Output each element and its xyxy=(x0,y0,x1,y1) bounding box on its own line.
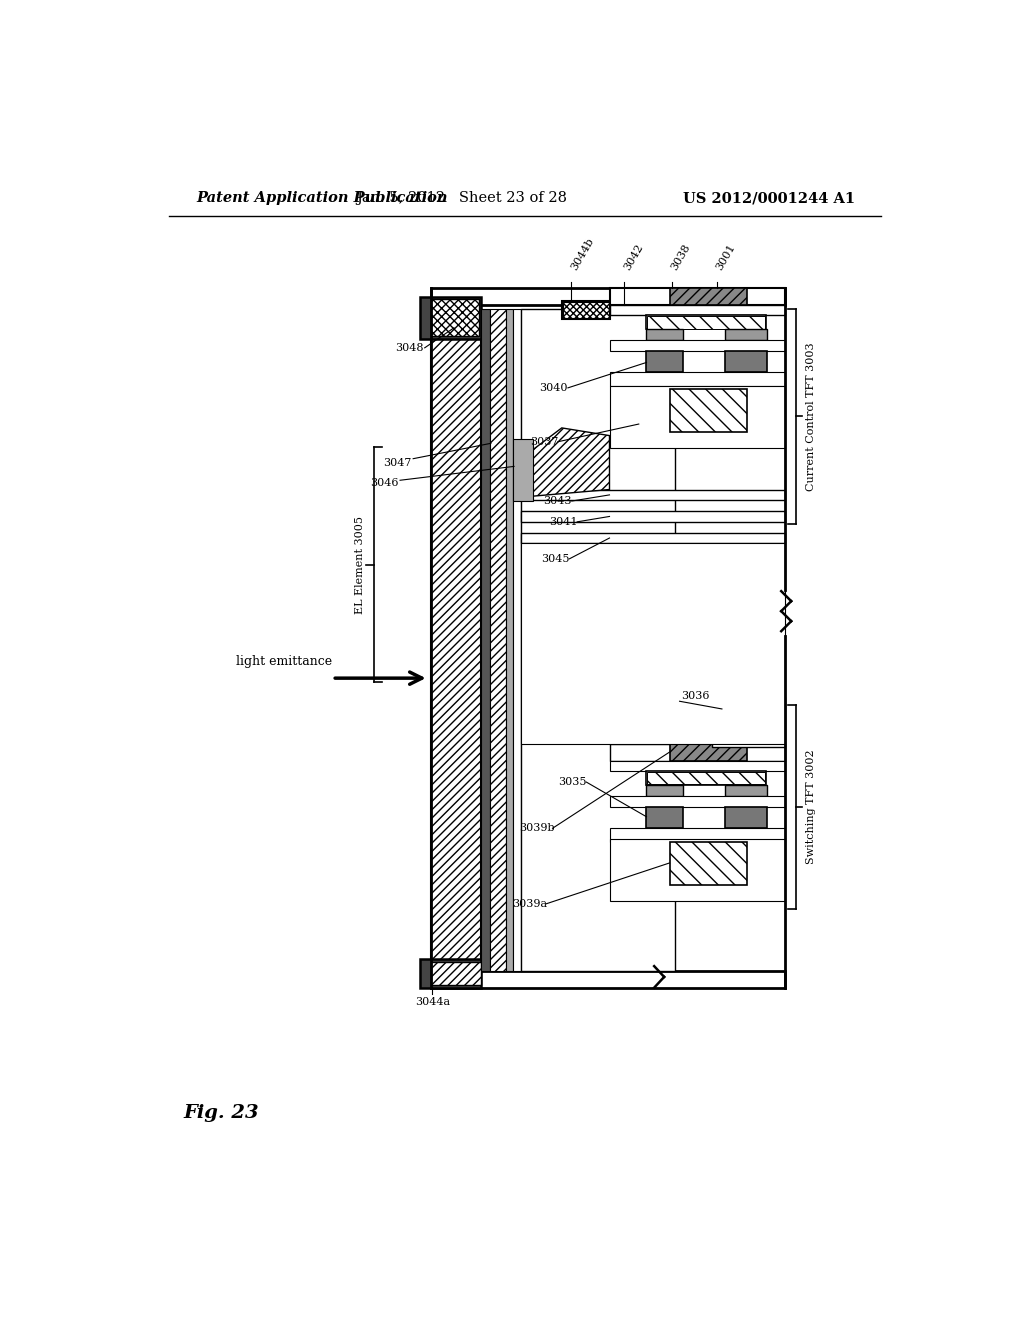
Bar xyxy=(712,697,785,747)
Bar xyxy=(725,351,767,372)
Bar xyxy=(725,330,767,341)
Bar xyxy=(609,743,785,760)
Bar xyxy=(609,760,785,771)
Bar xyxy=(513,440,532,502)
Text: 3039b: 3039b xyxy=(519,824,555,833)
Bar xyxy=(431,961,481,985)
Bar xyxy=(562,302,608,318)
Bar xyxy=(521,511,785,521)
Bar xyxy=(725,785,767,796)
Polygon shape xyxy=(521,428,609,498)
Bar xyxy=(670,842,746,884)
Bar xyxy=(725,807,767,829)
Bar xyxy=(646,330,683,341)
Bar xyxy=(647,772,765,784)
Bar xyxy=(722,705,776,747)
Bar xyxy=(670,743,746,760)
Bar xyxy=(609,840,785,900)
Text: 3037: 3037 xyxy=(530,437,558,446)
Bar xyxy=(609,829,785,842)
Bar xyxy=(609,288,785,305)
Bar xyxy=(431,309,481,973)
Text: Jan. 5, 2012   Sheet 23 of 28: Jan. 5, 2012 Sheet 23 of 28 xyxy=(356,191,567,206)
Bar xyxy=(431,288,785,305)
Bar xyxy=(609,796,785,807)
Text: light emittance: light emittance xyxy=(237,655,333,668)
Bar xyxy=(481,309,490,970)
Bar xyxy=(609,341,785,351)
Bar xyxy=(513,309,521,970)
Text: Fig. 23: Fig. 23 xyxy=(183,1105,259,1122)
Bar xyxy=(609,372,785,387)
Bar xyxy=(521,544,785,743)
Bar xyxy=(609,305,785,315)
Bar xyxy=(431,300,479,337)
Text: US 2012/0001244 A1: US 2012/0001244 A1 xyxy=(683,191,855,206)
Bar xyxy=(670,389,746,432)
Bar xyxy=(646,351,683,372)
Text: 3040: 3040 xyxy=(539,383,567,393)
Bar xyxy=(521,309,675,970)
Text: Switching TFT 3002: Switching TFT 3002 xyxy=(806,750,816,865)
Bar xyxy=(646,807,683,829)
Text: 3001: 3001 xyxy=(714,243,737,272)
Bar xyxy=(431,970,785,987)
Text: Current Control TFT 3003: Current Control TFT 3003 xyxy=(806,342,816,491)
Bar xyxy=(420,960,481,987)
Bar xyxy=(609,387,785,447)
Bar xyxy=(722,705,776,743)
Bar xyxy=(646,785,683,796)
Text: 3039a: 3039a xyxy=(512,899,547,908)
Text: 3036: 3036 xyxy=(681,690,710,701)
Text: Patent Application Publication: Patent Application Publication xyxy=(196,191,447,206)
Text: 3048: 3048 xyxy=(394,343,423,352)
Text: 3044b: 3044b xyxy=(569,236,596,272)
Bar xyxy=(646,315,766,330)
Bar xyxy=(490,309,506,970)
Bar xyxy=(420,297,481,339)
Text: 3035: 3035 xyxy=(558,777,587,787)
Text: 3046: 3046 xyxy=(370,478,398,488)
Bar xyxy=(647,317,765,329)
Bar xyxy=(521,533,785,544)
Text: 3041: 3041 xyxy=(549,517,578,527)
Text: 3044a: 3044a xyxy=(415,997,450,1007)
Text: 3038: 3038 xyxy=(670,243,692,272)
Text: 3047: 3047 xyxy=(383,458,412,467)
Text: EL Element 3005: EL Element 3005 xyxy=(355,516,365,614)
Text: 3042: 3042 xyxy=(622,243,645,272)
Bar xyxy=(562,301,609,319)
Bar xyxy=(670,842,746,884)
Bar xyxy=(646,771,766,785)
Bar xyxy=(670,743,746,760)
Text: 3043: 3043 xyxy=(544,496,571,506)
Bar xyxy=(670,288,746,305)
Bar xyxy=(506,309,513,970)
Bar xyxy=(670,389,746,432)
Text: 3045: 3045 xyxy=(541,554,569,564)
Bar xyxy=(521,490,785,500)
